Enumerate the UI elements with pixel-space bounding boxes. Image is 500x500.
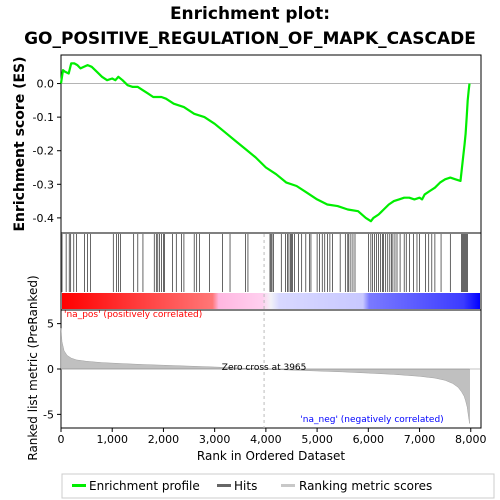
x-tick-label: 0 (58, 433, 65, 446)
ranking-metric-group (60, 234, 481, 428)
pos-correlated-label: 'na_pos' (positively correlated) (64, 310, 202, 320)
metric-y-tick-label: 5 (47, 318, 54, 331)
es-y-axis-label: Enrichment score (ES) (12, 56, 28, 231)
es-y-tick-label: -0.1 (33, 111, 54, 124)
enrichment-profile-group (59, 62, 471, 223)
x-tick-label: 1,000 (96, 433, 128, 446)
es-panel-frame (60, 54, 482, 234)
x-tick-label: 7,000 (404, 433, 436, 446)
metric-y-tick-label: 0 (47, 363, 54, 376)
x-tick-label: 2,000 (148, 433, 180, 446)
legend-label-profile: Enrichment profile (89, 479, 200, 493)
legend: Enrichment profile Hits Ranking metric s… (61, 473, 495, 499)
es-y-tick-label: -0.4 (33, 212, 54, 225)
es-y-tick-label: -0.2 (33, 145, 54, 158)
x-tick-label: 8,000 (455, 433, 487, 446)
enrichment-profile-line (59, 62, 471, 223)
x-axis-ticks: 0 1,000 2,000 3,000 4,000 5,000 6,000 7,000 8,00… (58, 428, 487, 446)
ranking-color-bar (62, 293, 480, 309)
x-axis-label: Rank in Ordered Dataset (197, 449, 345, 463)
zero-cross-label: Zero cross at 3965 (222, 363, 307, 373)
es-y-axis-ticks: 0.0 -0.1 -0.2 -0.3 -0.4 (33, 78, 61, 225)
legend-box (61, 473, 495, 499)
hits-group (61, 234, 468, 292)
x-tick-label: 5,000 (301, 433, 333, 446)
x-tick-label: 6,000 (353, 433, 385, 446)
es-y-tick-label: 0.0 (37, 78, 55, 91)
legend-label-hits: Hits (234, 479, 257, 493)
ranking-metric-area (60, 328, 470, 424)
metric-y-tick-label: -5 (43, 408, 54, 421)
chart-title-line1: Enrichment plot: (170, 4, 330, 24)
es-y-tick-label: -0.3 (33, 178, 54, 191)
chart-title-line2: GO_POSITIVE_REGULATION_OF_MAPK_CASCADE (24, 29, 476, 49)
x-tick-label: 4,000 (250, 433, 282, 446)
metric-y-axis-ticks: 5 0 -5 (43, 318, 61, 421)
x-tick-label: 3,000 (199, 433, 231, 446)
metric-y-axis-label: Ranked list metric (PreRanked) (26, 275, 40, 460)
legend-label-metric: Ranking metric scores (299, 479, 432, 493)
neg-correlated-label: 'na_neg' (negatively correlated) (300, 415, 443, 425)
